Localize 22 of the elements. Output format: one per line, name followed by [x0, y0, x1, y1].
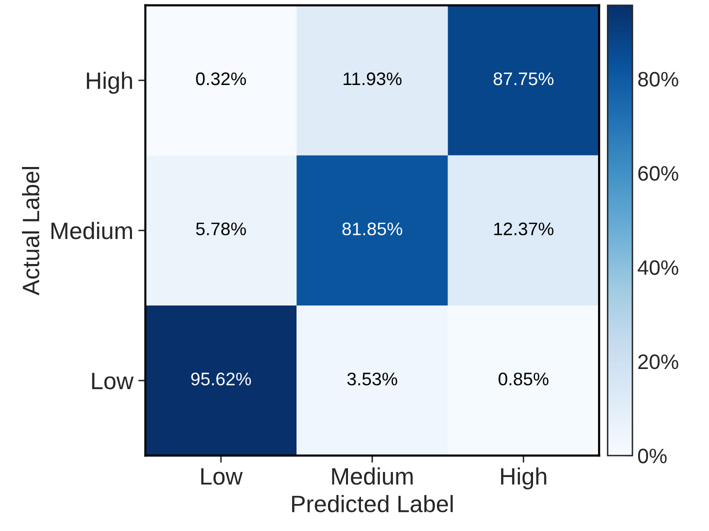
y-axis-title: Actual Label	[22, 167, 40, 296]
data-label: 87.75%	[494, 72, 554, 86]
data-label: 3.53%	[347, 372, 398, 386]
y-tick-label: Low	[92, 372, 134, 390]
y-tick-label: High	[86, 72, 132, 94]
y-tick-label: Medium	[52, 222, 132, 240]
color-bar-label: 80%	[638, 72, 678, 87]
data-label: 11.93%	[344, 72, 402, 86]
data-label: 81.85%	[342, 222, 402, 236]
x-axis-title: Predicted Label	[292, 494, 453, 512]
color-bar-label: 60%	[638, 166, 678, 181]
color-bar-label: 0%	[638, 448, 667, 464]
x-tick-label: Low	[201, 468, 243, 485]
data-label: 0.85%	[498, 372, 548, 386]
data-label: 95.62%	[191, 372, 251, 386]
color-bar-label: 20%	[638, 354, 678, 370]
x-tick-label: Medium	[332, 467, 413, 485]
data-label: 5.78%	[196, 222, 246, 236]
x-tick-label: High	[501, 467, 546, 490]
data-label: 12.37%	[494, 222, 554, 236]
color-bar-label: 40%	[638, 260, 678, 275]
data-label: 0.32%	[196, 72, 246, 86]
